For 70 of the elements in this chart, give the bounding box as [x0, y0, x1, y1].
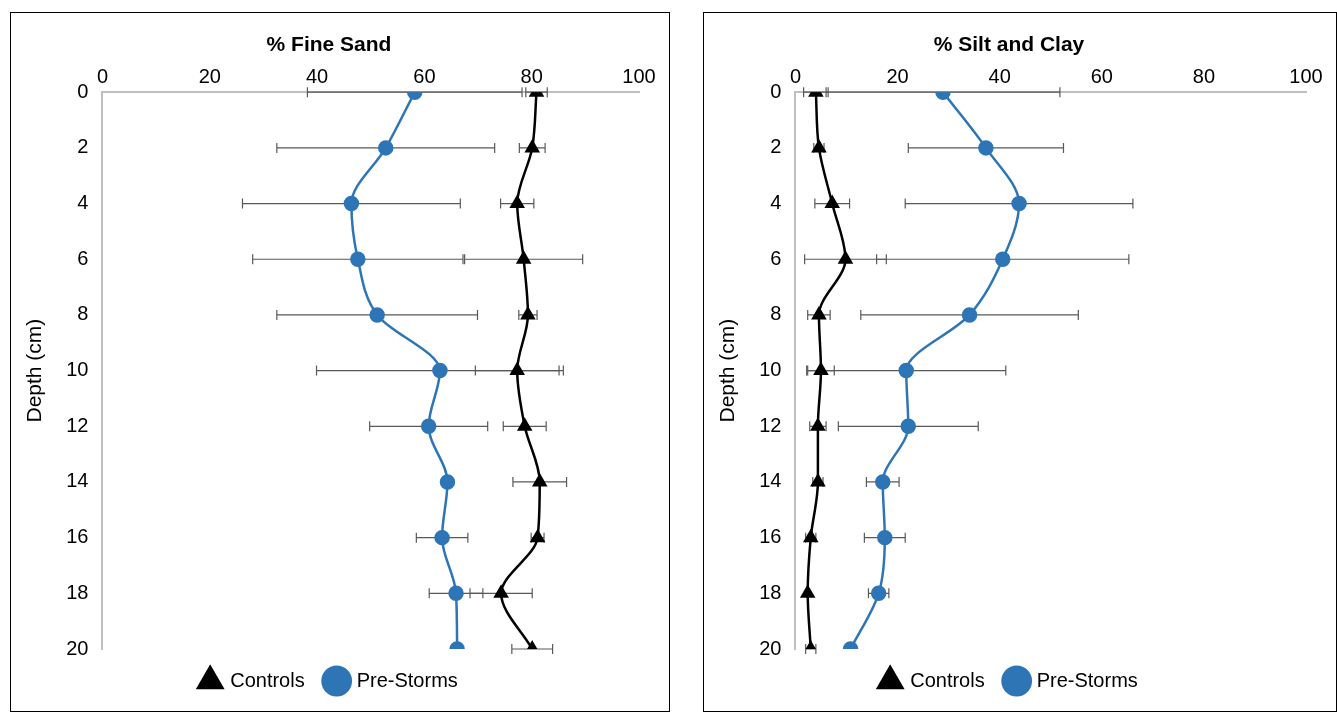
- x-tick-label: 80: [1192, 64, 1216, 87]
- point: [900, 418, 917, 435]
- chart-title: % Silt and Clay: [933, 32, 1085, 56]
- y-axis-title: Depth (cm): [22, 318, 46, 423]
- point: [439, 474, 456, 490]
- legend-label: Pre-Storms: [1036, 668, 1138, 691]
- point: [432, 362, 448, 379]
- legend-label: Controls: [910, 668, 985, 691]
- point: [812, 307, 826, 320]
- y-tick-label: 6: [77, 246, 89, 269]
- x-tick-label: 0: [789, 64, 802, 87]
- y-tick-label: 8: [770, 302, 782, 325]
- x-tick-label: 40: [988, 64, 1011, 87]
- point: [532, 474, 547, 487]
- x-tick-label: 20: [198, 64, 221, 87]
- y-tick-label: 16: [66, 525, 89, 548]
- point: [1011, 195, 1027, 212]
- x-tick-label: 60: [1090, 64, 1113, 87]
- point: [369, 307, 385, 323]
- y-tick-label: 6: [770, 246, 782, 269]
- point: [525, 140, 540, 153]
- y-tick-label: 10: [759, 358, 782, 381]
- point: [978, 140, 994, 156]
- point: [898, 362, 914, 379]
- y-tick-label: 20: [66, 636, 89, 659]
- point: [875, 474, 891, 490]
- point: [350, 251, 366, 267]
- y-tick-label: 0: [77, 79, 89, 102]
- y-tick-label: 18: [66, 580, 89, 603]
- point: [343, 195, 360, 212]
- x-tick-label: 100: [1289, 64, 1323, 87]
- y-tick-label: 16: [759, 525, 782, 548]
- y-tick-label: 20: [759, 636, 782, 659]
- y-tick-label: 10: [66, 358, 89, 381]
- point: [961, 307, 978, 323]
- point: [378, 140, 394, 156]
- y-tick-label: 0: [770, 79, 782, 102]
- point: [800, 585, 815, 598]
- y-tick-label: 18: [759, 580, 782, 603]
- point: [494, 585, 508, 598]
- point: [994, 251, 1011, 267]
- point: [510, 195, 525, 209]
- x-tick-label: 60: [413, 64, 436, 87]
- legend-label: Controls: [230, 668, 305, 691]
- y-tick-label: 12: [759, 413, 782, 436]
- point: [517, 418, 532, 431]
- point: [814, 362, 828, 376]
- x-tick-label: 0: [96, 64, 109, 87]
- x-tick-label: 40: [305, 64, 329, 87]
- y-tick-label: 4: [77, 191, 89, 214]
- y-tick-label: 2: [77, 135, 89, 158]
- y-axis-title: Depth (cm): [715, 318, 739, 423]
- point: [516, 251, 531, 264]
- point: [838, 251, 853, 264]
- y-tick-label: 14: [66, 469, 89, 492]
- y-tick-label: 8: [77, 302, 89, 325]
- point: [420, 418, 437, 435]
- chart-title: % Fine Sand: [266, 32, 392, 56]
- y-tick-label: 12: [66, 413, 89, 436]
- x-tick-label: 100: [622, 64, 656, 87]
- point: [825, 195, 840, 209]
- legend-label: Pre-Storms: [356, 668, 458, 691]
- y-tick-label: 14: [759, 469, 782, 492]
- x-tick-label: 20: [886, 64, 909, 87]
- point: [434, 529, 450, 546]
- x-tick-label: 80: [520, 64, 543, 87]
- y-tick-label: 4: [770, 191, 782, 214]
- point: [877, 529, 893, 546]
- point: [510, 362, 525, 376]
- y-tick-label: 2: [770, 135, 782, 158]
